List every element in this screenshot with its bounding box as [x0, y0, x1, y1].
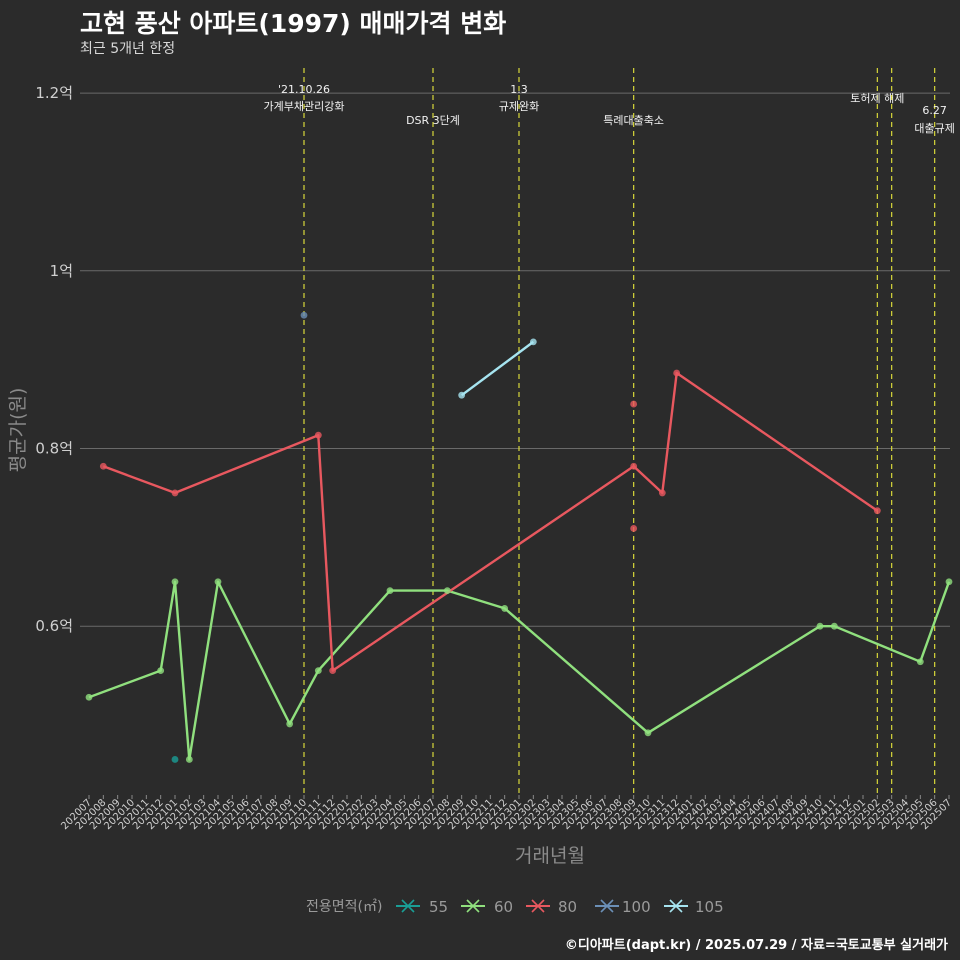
- data-point-80: [99, 462, 107, 470]
- legend-title: 전용면적(㎡): [306, 899, 382, 915]
- data-point-80: [314, 431, 322, 439]
- legend-label-105: 105: [695, 898, 724, 916]
- data-point-60: [945, 578, 953, 586]
- series-line-105: [460, 340, 535, 397]
- legend-key-mark-80: [531, 899, 545, 913]
- data-point-80: [673, 369, 681, 377]
- y-axis-title: 평균가(원): [7, 388, 29, 473]
- data-point-80: [630, 462, 638, 470]
- data-point-60: [644, 729, 652, 737]
- data-point-105: [529, 338, 537, 346]
- data-point-60: [386, 587, 394, 595]
- legend-label-80: 80: [558, 898, 577, 916]
- legend: 전용면적(㎡) 55 60 80 100 105: [306, 898, 724, 916]
- y-tick-label: 0.6억: [35, 617, 73, 635]
- data-point-60: [214, 578, 222, 586]
- event-label: 1.3: [510, 83, 528, 96]
- data-point-60: [443, 587, 451, 595]
- data-point-60: [185, 756, 193, 763]
- event-label: '21.10.26: [278, 83, 330, 96]
- data-point-60: [816, 622, 824, 630]
- event-label: 6.27: [922, 104, 947, 117]
- event-label: 대출규제: [914, 122, 954, 135]
- source-caption: ©디아파트(dapt.kr) / 2025.07.29 / 자료=국토교통부 실…: [564, 938, 948, 953]
- data-point-80: [873, 507, 881, 515]
- data-point-105: [458, 391, 466, 399]
- data-point-80: [329, 667, 337, 675]
- chart-subtitle: 최근 5개년 한정: [80, 41, 176, 57]
- data-point-60: [916, 658, 924, 666]
- chart-title: 고현 풍산 아파트(1997) 매매가격 변화: [80, 9, 507, 38]
- event-label: DSR 3단계: [406, 114, 460, 127]
- data-point-60: [501, 605, 509, 612]
- data-point-80: [658, 489, 666, 497]
- data-point-100: [300, 311, 308, 319]
- legend-label-55: 55: [429, 898, 448, 916]
- data-point-55: [171, 756, 179, 763]
- series-line-80: [102, 371, 878, 672]
- data-point-60: [85, 693, 93, 701]
- y-tick-label: 0.8억: [35, 439, 73, 457]
- legend-key-mark-105: [669, 899, 683, 913]
- data-point-60: [157, 667, 165, 675]
- legend-key-mark-100: [600, 899, 614, 913]
- legend-label-100: 100: [622, 898, 651, 916]
- event-label: 토허제 해제: [850, 91, 904, 105]
- y-tick-label: 1억: [50, 262, 73, 280]
- event-label: 특례대출축소: [603, 114, 664, 127]
- data-point-80: [171, 489, 179, 497]
- data-point-60: [171, 578, 179, 586]
- legend-key-mark-60: [466, 899, 480, 913]
- x-axis-title: 거래년월: [515, 845, 585, 867]
- data-point-80: [630, 525, 638, 532]
- data-point-60: [286, 720, 294, 728]
- y-tick-label: 1.2억: [35, 84, 73, 102]
- event-label: 가계부채관리강화: [264, 100, 345, 113]
- event-label: 규제완화: [499, 100, 539, 113]
- legend-key-mark-55: [401, 899, 415, 913]
- legend-label-60: 60: [494, 898, 513, 916]
- data-point-60: [830, 622, 838, 630]
- data-point-80: [630, 400, 638, 408]
- data-point-60: [314, 667, 322, 675]
